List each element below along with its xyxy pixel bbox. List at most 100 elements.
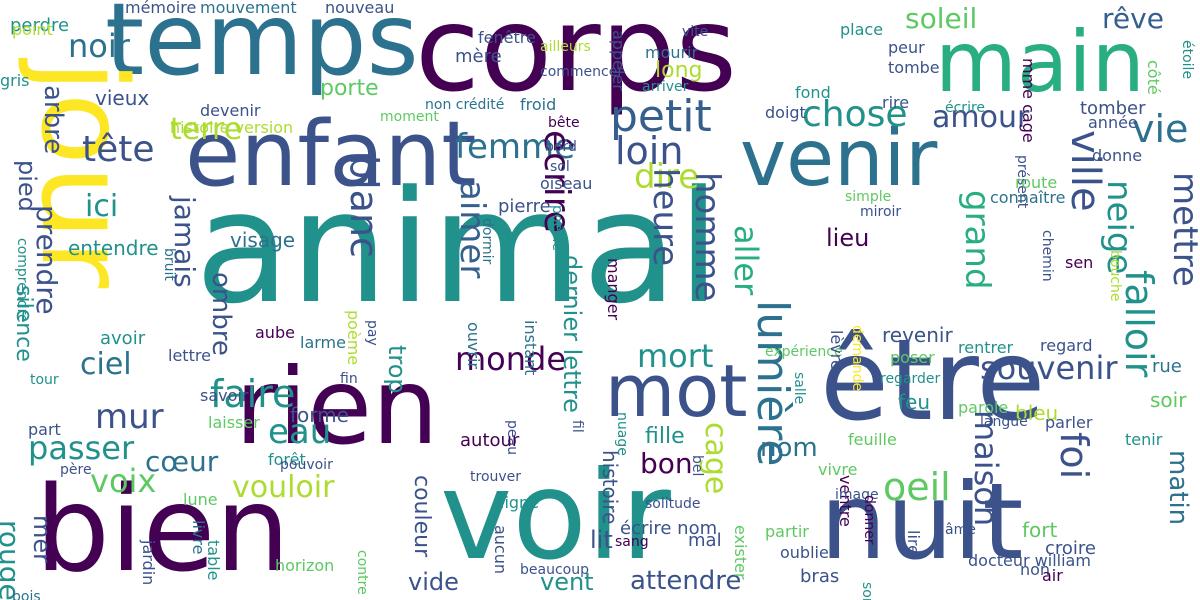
word-grand: grand xyxy=(957,190,997,290)
word-commencer: commencer xyxy=(540,64,624,80)
word-femme: femme xyxy=(455,127,576,167)
word-salle: salle xyxy=(791,372,807,405)
word-mal: mal xyxy=(688,530,722,551)
word-mouvement: mouvement xyxy=(200,0,297,17)
word-main: main xyxy=(935,13,1145,111)
word-histoire: histoire xyxy=(598,450,622,525)
word-vite: vite xyxy=(682,24,709,40)
word-rien: rien xyxy=(235,346,439,468)
word-bien: bien xyxy=(35,460,291,598)
word-foi: foi xyxy=(1052,432,1096,480)
word-entendre: entendre xyxy=(68,236,159,260)
word-foret: forêt xyxy=(268,450,306,469)
word-present: présent xyxy=(1014,155,1030,209)
word-fin: fin xyxy=(340,371,358,387)
word-porte: porte xyxy=(320,76,379,101)
word-parole: parole xyxy=(958,398,1009,417)
word-temps: temps xyxy=(105,0,419,98)
word-lit: lit xyxy=(590,526,613,554)
word-ligne: ligne xyxy=(500,493,540,512)
word-fond: fond xyxy=(795,83,831,102)
word-rouge: rouge xyxy=(0,520,26,600)
word-terre: terre xyxy=(170,112,243,147)
word-forme: forme xyxy=(290,403,349,427)
word-animal: animal xyxy=(195,157,721,338)
word-attendre: attendre xyxy=(630,566,742,596)
word-dormir: dormir xyxy=(479,218,495,265)
word-levre: lèvre xyxy=(827,330,846,370)
word-tenir: tenir xyxy=(1125,430,1163,449)
word-nouveau: nouveau xyxy=(325,0,395,17)
word-tour: tour xyxy=(30,372,59,388)
word-froid: froid xyxy=(520,95,557,114)
word-jamais: jamais xyxy=(168,196,201,288)
word-poeme: poème xyxy=(344,310,363,366)
word-mot: mot xyxy=(605,349,748,433)
word-passer: passer xyxy=(28,429,135,467)
word-maison: maison xyxy=(967,410,1005,527)
word-ame: âme xyxy=(945,522,976,538)
word-aller: aller xyxy=(727,225,765,296)
word-autour: autour xyxy=(460,430,520,451)
word-rue: rue xyxy=(1152,356,1182,377)
word-croire: croire xyxy=(1045,538,1096,559)
word-rire: rire xyxy=(882,93,910,112)
word-avoir: avoir xyxy=(100,328,146,349)
word-devenir: devenir xyxy=(200,101,261,120)
word-corps: corps xyxy=(415,0,737,118)
word-amour: amour xyxy=(932,100,1030,135)
word-poser: poser xyxy=(890,348,935,367)
word-simple: simple xyxy=(845,189,892,205)
word-sortir: sortir xyxy=(859,582,875,600)
word-laisser: laisser xyxy=(208,413,260,432)
word-lune: lune xyxy=(183,490,218,509)
word-doigt: doigt xyxy=(765,103,806,122)
word-fil: fil xyxy=(569,420,585,433)
word-docteur-william: docteur william xyxy=(968,551,1091,570)
word-beaucoup: beaucoup xyxy=(520,562,589,578)
word-nuage: nuage xyxy=(614,412,630,456)
word-bleu: bleu xyxy=(1015,401,1059,425)
word-solitude: solitude xyxy=(645,496,701,512)
word-soleil: soleil xyxy=(905,2,978,35)
word-horizon: horizon xyxy=(275,556,335,575)
word-langue: langue xyxy=(980,414,1028,430)
word-donner: donner xyxy=(861,495,877,545)
word-nuit: nuit xyxy=(820,461,1024,583)
word-monde: monde xyxy=(455,340,567,378)
word-revenir: revenir xyxy=(882,323,953,347)
word-ici: ici xyxy=(85,189,119,224)
word-prendre: prendre xyxy=(30,205,63,315)
word-long: long xyxy=(655,58,703,83)
word-pay: pay xyxy=(364,320,380,346)
word-nom: nom xyxy=(760,433,818,463)
word-regarder: regarder xyxy=(880,371,941,387)
word-cote: côté xyxy=(1144,60,1163,95)
word-mer: mer xyxy=(28,515,56,564)
word-falloir: falloir xyxy=(1117,270,1161,378)
word-reve: rêve xyxy=(1102,2,1164,35)
word-table: table xyxy=(204,540,223,581)
word-contre: contre xyxy=(354,550,370,595)
word-matin: matin xyxy=(1163,450,1193,526)
word-voix: voix xyxy=(90,462,157,500)
word-part: part xyxy=(28,420,61,439)
word-mettre: mettre xyxy=(1165,172,1200,287)
word-vieux: vieux xyxy=(95,86,150,110)
word-aube: aube xyxy=(255,323,295,342)
word-livre: livre xyxy=(189,520,208,555)
word-non: non xyxy=(1020,560,1051,579)
word-miroir: miroir xyxy=(860,204,902,220)
word-noir: noir xyxy=(68,27,130,65)
word-aimer: aimer xyxy=(452,180,492,279)
word-mere: mère xyxy=(455,46,502,67)
word-lumiere: lumière xyxy=(747,300,798,467)
word-experience: expérience xyxy=(765,344,843,360)
word-ville: ville xyxy=(1062,130,1108,212)
word-ecrire: écrire xyxy=(536,130,577,233)
word-appeler: appeler xyxy=(609,30,628,91)
word-visage: visage xyxy=(230,228,296,252)
word-mort: mort xyxy=(637,337,714,375)
word-jardin: jardin xyxy=(139,540,158,586)
word-homme: homme xyxy=(687,172,727,302)
